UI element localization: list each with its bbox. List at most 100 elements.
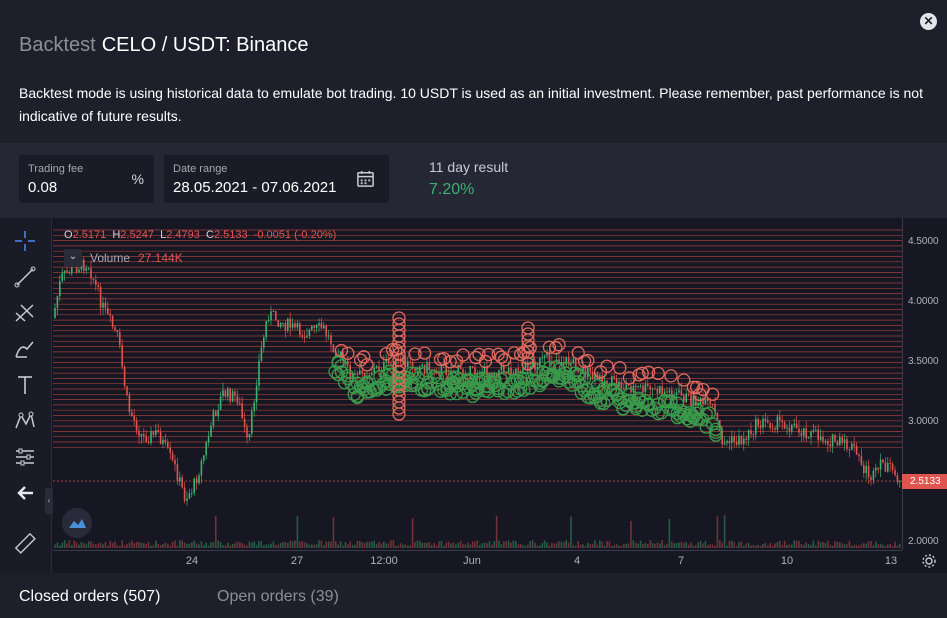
volume-bar — [774, 543, 776, 548]
volume-legend: ⌄ Volume 27.144K — [64, 249, 183, 267]
candle-body — [366, 376, 368, 380]
candle-body — [764, 418, 767, 422]
buy-order-marker — [561, 375, 576, 389]
trading-fee-value[interactable]: 0.08 — [28, 179, 58, 196]
price-axis[interactable]: 4.5000 4.0000 3.5000 3.0000 2.0000 — [902, 218, 947, 550]
candle-body — [611, 376, 613, 387]
candle-body — [234, 391, 236, 396]
date-range-value[interactable]: 28.05.2021 - 07.06.2021 — [173, 179, 337, 196]
candle-body — [205, 442, 207, 456]
time-axis[interactable]: 24 27 12:00 Jun 4 7 10 13 — [53, 550, 902, 573]
candle-body — [630, 386, 632, 393]
candle-body — [851, 443, 853, 450]
volume-bar — [793, 540, 795, 548]
candle-body — [440, 365, 443, 374]
volume-bar — [455, 544, 457, 548]
candle-body — [827, 440, 829, 445]
chevron-down-icon[interactable]: ⌄ — [64, 249, 82, 267]
candle-body — [171, 452, 174, 460]
candle-body — [399, 360, 402, 362]
volume-bar — [279, 543, 282, 548]
candle-body — [318, 323, 320, 325]
measure-icon[interactable] — [10, 442, 40, 472]
volume-bar — [587, 542, 589, 548]
trading-fee-field[interactable]: Trading fee 0.08 % — [19, 155, 154, 203]
candle-body — [421, 364, 423, 367]
volume-bar — [495, 515, 498, 548]
text-icon[interactable] — [10, 370, 40, 400]
volume-bar — [167, 543, 169, 548]
candle-body — [147, 442, 150, 444]
date-range-field[interactable]: Date range 28.05.2021 - 07.06.2021 — [164, 155, 389, 203]
volume-bar — [241, 543, 243, 548]
volume-bar — [565, 540, 567, 548]
volume-bar — [474, 541, 476, 548]
candle-body — [469, 366, 471, 380]
close-icon[interactable]: ✕ — [920, 13, 937, 30]
price-chart[interactable] — [53, 218, 902, 550]
candle-body — [311, 326, 313, 330]
toolbar-collapse-handle[interactable]: ‹ — [45, 488, 53, 514]
volume-bar — [414, 541, 416, 548]
volume-bar — [527, 544, 529, 548]
candle-body — [198, 475, 200, 484]
volume-bar — [666, 543, 668, 548]
volume-bar — [56, 542, 59, 548]
candle-body — [839, 437, 841, 446]
volume-bar — [402, 544, 404, 548]
volume-bar — [152, 544, 155, 548]
volume-bar — [788, 544, 791, 548]
buy-order-marker — [558, 366, 573, 380]
chart-area[interactable]: ‹ O2.5171 H2.5247 L2.4793 C2.5133 -0.005… — [0, 218, 947, 573]
volume-bar — [433, 543, 435, 548]
buy-order-marker — [565, 378, 579, 392]
chart-logo-icon[interactable] — [62, 508, 92, 538]
candle-body — [56, 296, 59, 308]
volume-bar — [719, 540, 721, 548]
volume-bar — [579, 544, 582, 548]
volume-bar — [603, 545, 606, 548]
sell-order-marker — [507, 346, 521, 360]
volume-bar — [119, 545, 121, 548]
result-value: 7.20% — [429, 181, 475, 198]
candle-body — [668, 390, 671, 393]
volume-bar — [195, 543, 198, 548]
crosshair-icon[interactable] — [10, 226, 40, 256]
ruler-icon[interactable] — [10, 528, 40, 558]
candle-body — [620, 381, 623, 389]
candle-body — [157, 429, 159, 432]
candle-body — [210, 425, 212, 437]
volume-bar — [375, 544, 378, 548]
candle-body — [661, 386, 663, 395]
calendar-icon[interactable] — [356, 169, 375, 188]
volume-bar — [155, 540, 157, 548]
fib-icon[interactable] — [10, 298, 40, 328]
volume-bar — [529, 541, 531, 548]
volume-bar — [383, 541, 385, 548]
volume-bar — [239, 542, 241, 548]
buy-order-marker — [686, 409, 701, 423]
candle-body — [829, 444, 831, 447]
candle-body — [169, 447, 171, 453]
volume-bar — [131, 540, 133, 548]
candle-body — [783, 422, 786, 429]
buy-order-marker — [709, 425, 723, 439]
volume-bar — [205, 542, 207, 548]
pattern-icon[interactable] — [10, 406, 40, 436]
candle-body — [483, 366, 486, 373]
x-tick: 12:00 — [370, 555, 398, 567]
sell-order-marker — [408, 347, 422, 361]
volume-bar — [798, 541, 800, 548]
trend-line-icon[interactable] — [10, 262, 40, 292]
tab-open-orders[interactable]: Open orders (39) — [217, 588, 339, 605]
volume-bar — [668, 519, 671, 548]
candle-body — [728, 440, 731, 444]
back-arrow-icon[interactable] — [10, 478, 40, 508]
tab-closed-orders[interactable]: Closed orders (507) — [19, 588, 161, 605]
candle-body — [752, 434, 755, 436]
brush-icon[interactable] — [10, 334, 40, 364]
volume-bar — [539, 545, 541, 548]
gear-icon[interactable] — [921, 553, 937, 569]
volume-bar — [899, 543, 901, 548]
candle-body — [133, 415, 135, 421]
